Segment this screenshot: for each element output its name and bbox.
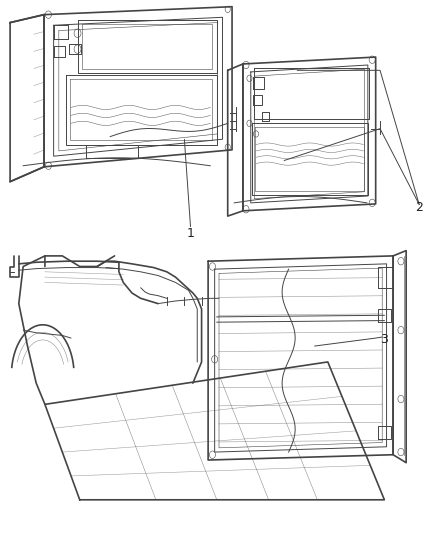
Text: 3: 3 <box>381 333 389 346</box>
Text: 1: 1 <box>187 227 194 240</box>
Text: 2: 2 <box>415 200 423 214</box>
